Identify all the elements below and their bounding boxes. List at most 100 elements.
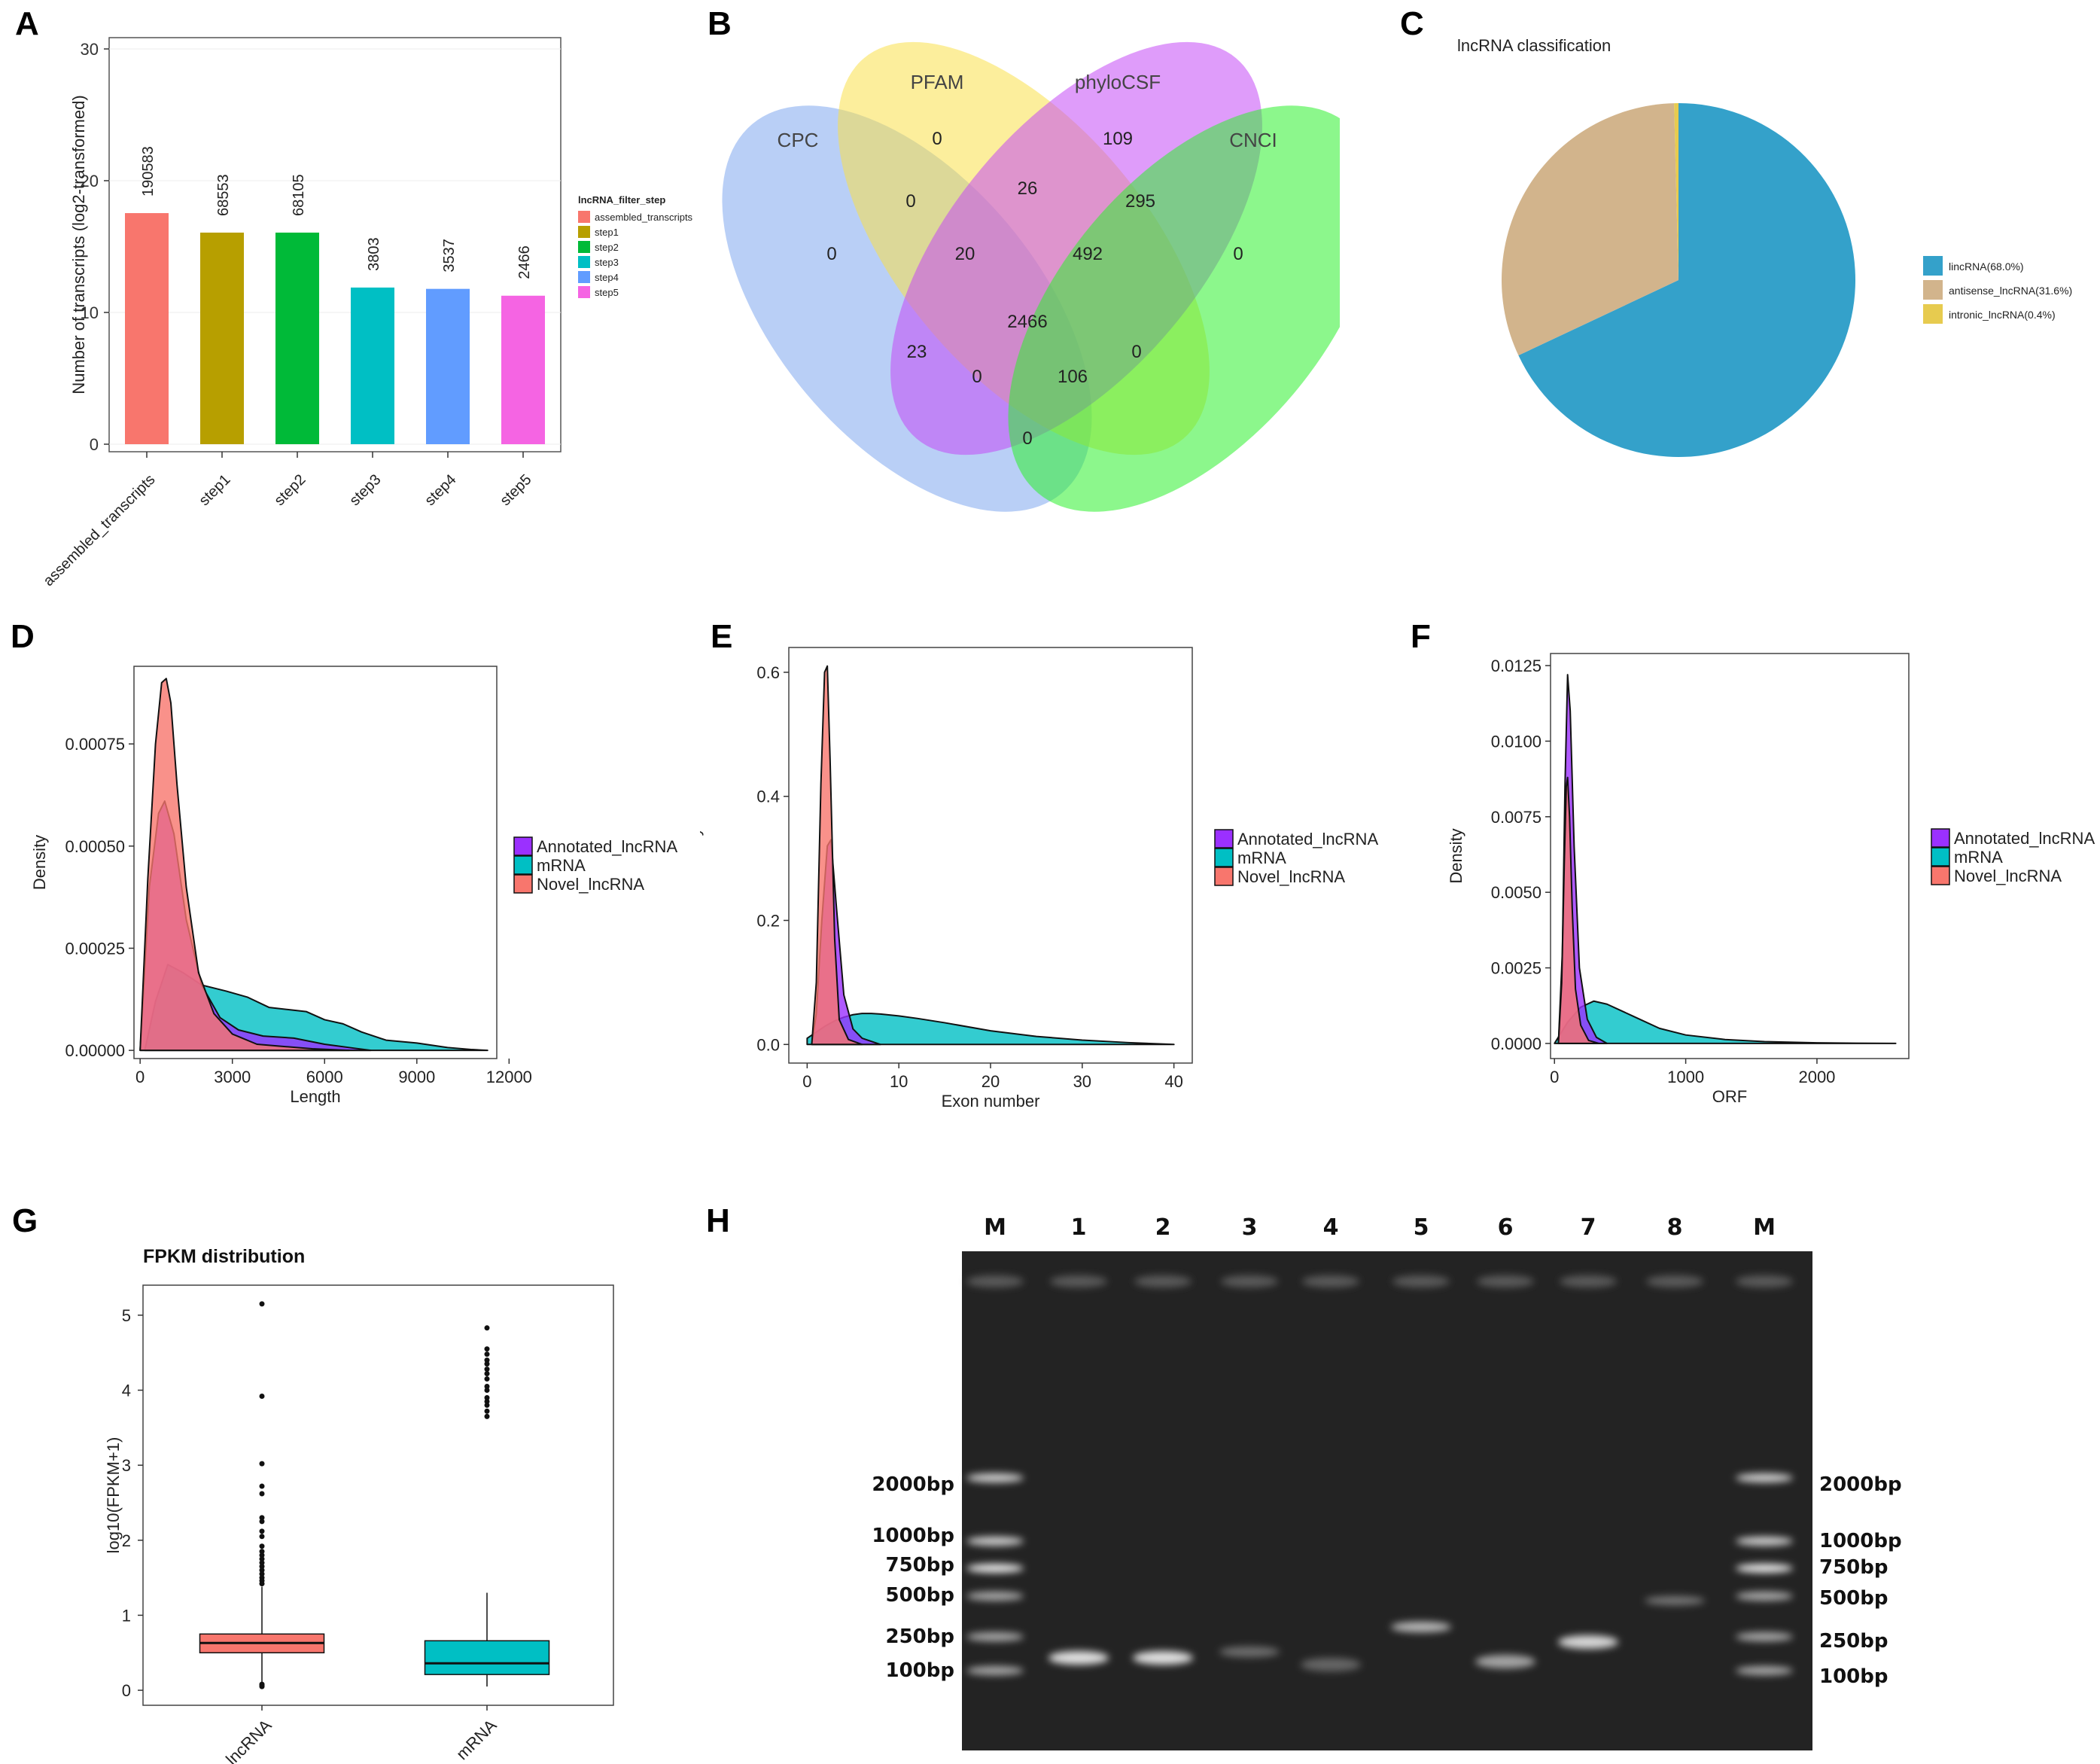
y-tick-label: 0.0050 <box>1491 883 1542 902</box>
lane-label: 3 <box>1242 1214 1258 1241</box>
venn-region-count: 0 <box>972 367 982 387</box>
legend-swatch <box>1931 866 1950 885</box>
gel-well <box>1221 1275 1278 1287</box>
x-tick-label: step1 <box>196 471 233 509</box>
x-tick-label: mRNA <box>452 1716 501 1764</box>
gel-well <box>1050 1275 1107 1287</box>
legend-swatch <box>1923 280 1943 300</box>
lane-label: 7 <box>1581 1214 1596 1241</box>
venn-set-label: PFAM <box>911 71 964 93</box>
outlier-point <box>484 1351 490 1357</box>
y-axis-label: Density <box>700 827 704 882</box>
x-tick-label: 0 <box>1550 1068 1559 1086</box>
marker-size-label-left: 750bp <box>886 1554 955 1577</box>
venn-region-count: 26 <box>1018 178 1038 199</box>
legend-swatch <box>513 855 533 875</box>
legend-entry: assembled_transcripts <box>595 212 693 223</box>
marker-band <box>966 1666 1024 1675</box>
outlier-point <box>484 1361 490 1367</box>
legend-entry: step2 <box>595 242 619 253</box>
y-tick-label: 3 <box>122 1456 131 1475</box>
y-tick-label: 30 <box>81 40 99 59</box>
marker-size-label-right: 500bp <box>1819 1587 1888 1610</box>
y-tick-label: 0.6 <box>756 663 780 682</box>
density-area-Novel_lncRNA <box>1557 776 1600 1044</box>
bar-data-label: 68553 <box>215 174 232 216</box>
outlier-point <box>484 1388 490 1393</box>
legend-swatch <box>513 874 533 894</box>
lane-label: M <box>1753 1214 1776 1241</box>
marker-size-label-right: 100bp <box>1819 1665 1888 1688</box>
marker-band <box>1736 1592 1793 1601</box>
outlier-point <box>484 1413 490 1419</box>
legend-swatch <box>578 241 590 253</box>
gel-well <box>1392 1275 1450 1287</box>
x-axis-label: Exon number <box>942 1092 1040 1110</box>
outlier-point <box>484 1394 490 1400</box>
panel-label-c: C <box>1400 5 1424 42</box>
legend-swatch <box>1214 867 1234 886</box>
lane-label: 2 <box>1155 1214 1171 1241</box>
panel-g-fpkm-boxplot: G FPKM distribution 0 1 2 3 4 5 log10(FPKM+1) lnc… <box>12 1202 614 1764</box>
y-tick-label: 0.0125 <box>1491 657 1542 675</box>
venn-region-count: 0 <box>905 191 915 212</box>
panel-label-b: B <box>708 5 732 42</box>
sample-band <box>1391 1622 1451 1632</box>
x-tick-label: step2 <box>271 471 309 509</box>
venn-region-count: 23 <box>907 342 927 362</box>
lane-label: 4 <box>1323 1214 1339 1241</box>
legend-entry: step1 <box>595 227 619 238</box>
x-tick-label: 10 <box>890 1072 908 1091</box>
lane-label: 5 <box>1414 1214 1429 1241</box>
legend-entry: step5 <box>595 287 619 298</box>
y-axis-label: Number of transcripts (log2-transformed) <box>69 95 88 394</box>
legend-swatch <box>578 271 590 283</box>
gel-well <box>1302 1275 1359 1287</box>
outlier-point <box>259 1491 265 1497</box>
gel-well <box>1134 1275 1192 1287</box>
gel-well <box>1560 1275 1617 1287</box>
pie-slice <box>1518 103 1855 458</box>
outlier-point <box>259 1556 265 1562</box>
panel-label-g: G <box>12 1202 38 1239</box>
outlier-point <box>259 1393 265 1399</box>
legend-entry: mRNA <box>537 856 586 875</box>
marker-band <box>966 1632 1024 1641</box>
outlier-point <box>259 1528 265 1534</box>
y-tick-label: 0 <box>122 1681 131 1700</box>
x-tick-label: 30 <box>1073 1072 1091 1091</box>
bar-step2 <box>275 232 319 444</box>
legend-entry: Annotated_lncRNA <box>1954 829 2095 848</box>
outlier-point <box>484 1357 490 1363</box>
x-tick-label: 12000 <box>486 1068 532 1086</box>
y-tick-label: 5 <box>122 1306 131 1325</box>
lane-label: M <box>984 1214 1006 1241</box>
x-axis-label: Length <box>290 1087 340 1106</box>
outlier-point <box>259 1519 265 1525</box>
x-tick-label: 20 <box>982 1072 1000 1091</box>
x-tick-label: 9000 <box>398 1068 435 1086</box>
x-tick-label: lncRNA <box>222 1716 275 1764</box>
density-area-Novel_lncRNA <box>811 665 863 1046</box>
panel-label-e: E <box>711 618 732 655</box>
sample-band <box>1475 1655 1535 1668</box>
outlier-point <box>484 1398 490 1404</box>
y-axis-label: Density <box>30 835 49 890</box>
marker-band <box>966 1537 1024 1546</box>
legend-entry: step4 <box>595 272 619 283</box>
outlier-point <box>484 1325 490 1331</box>
marker-band <box>1736 1632 1793 1641</box>
marker-band <box>1736 1564 1793 1573</box>
y-tick-label: 0.4 <box>756 788 780 806</box>
venn-region-count: 106 <box>1058 367 1088 387</box>
outlier-point <box>484 1384 490 1390</box>
y-tick-label: 10 <box>81 303 99 322</box>
outlier-point <box>259 1461 265 1467</box>
sample-band <box>1645 1596 1705 1605</box>
panel-d-length-density: D 0.00000 0.00025 0.00050 0.00075 0 3000 6000 90… <box>11 618 677 1106</box>
x-tick-label: 40 <box>1164 1072 1182 1091</box>
legend-swatch <box>578 211 590 223</box>
plot-frame <box>1550 653 1910 1059</box>
marker-band <box>1736 1666 1793 1675</box>
lane-label: 6 <box>1498 1214 1514 1241</box>
